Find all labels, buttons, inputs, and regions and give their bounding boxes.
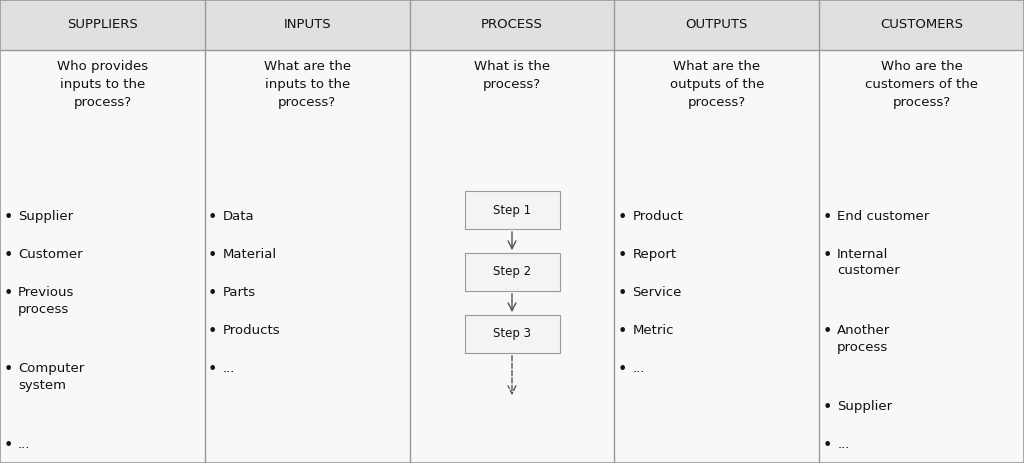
- Text: •: •: [3, 286, 12, 301]
- Text: •: •: [208, 210, 217, 225]
- Text: ...: ...: [223, 362, 236, 375]
- Text: What is the
process?: What is the process?: [474, 60, 550, 91]
- Text: Previous
process: Previous process: [18, 286, 75, 315]
- Bar: [0, 0, 1024, 50]
- Text: Data: Data: [223, 210, 254, 223]
- Text: •: •: [822, 438, 831, 453]
- Text: Parts: Parts: [223, 286, 256, 299]
- Bar: [465, 253, 559, 291]
- Text: •: •: [822, 324, 831, 339]
- Text: •: •: [3, 248, 12, 263]
- Text: OUTPUTS: OUTPUTS: [686, 19, 748, 31]
- Text: Supplier: Supplier: [18, 210, 73, 223]
- Text: Computer
system: Computer system: [18, 362, 84, 392]
- Text: CUSTOMERS: CUSTOMERS: [880, 19, 964, 31]
- Text: Report: Report: [633, 248, 677, 261]
- Text: Step 2: Step 2: [493, 265, 531, 279]
- Text: ...: ...: [633, 362, 645, 375]
- Text: •: •: [822, 400, 831, 415]
- Text: •: •: [208, 324, 217, 339]
- Text: INPUTS: INPUTS: [284, 19, 331, 31]
- Text: Product: Product: [633, 210, 683, 223]
- Text: ...: ...: [18, 438, 31, 451]
- Text: PROCESS: PROCESS: [481, 19, 543, 31]
- Text: •: •: [208, 248, 217, 263]
- Text: Step 1: Step 1: [493, 204, 531, 217]
- Text: •: •: [617, 286, 627, 301]
- Text: Service: Service: [633, 286, 682, 299]
- Text: •: •: [617, 324, 627, 339]
- Text: Who provides
inputs to the
process?: Who provides inputs to the process?: [57, 60, 147, 109]
- Text: Material: Material: [223, 248, 276, 261]
- Text: •: •: [617, 210, 627, 225]
- Text: Another
process: Another process: [838, 324, 891, 353]
- Text: What are the
outputs of the
process?: What are the outputs of the process?: [670, 60, 764, 109]
- Text: Customer: Customer: [18, 248, 83, 261]
- Text: End customer: End customer: [838, 210, 930, 223]
- Text: •: •: [3, 210, 12, 225]
- Text: •: •: [617, 362, 627, 377]
- Text: •: •: [3, 438, 12, 453]
- Text: •: •: [3, 362, 12, 377]
- Bar: [465, 315, 559, 353]
- Text: SUPPLIERS: SUPPLIERS: [67, 19, 138, 31]
- Text: ...: ...: [838, 438, 850, 451]
- Bar: [465, 191, 559, 229]
- Text: Internal
customer: Internal customer: [838, 248, 900, 277]
- Text: Metric: Metric: [633, 324, 674, 337]
- Text: •: •: [822, 248, 831, 263]
- Text: Step 3: Step 3: [493, 327, 531, 340]
- Text: •: •: [822, 210, 831, 225]
- Text: What are the
inputs to the
process?: What are the inputs to the process?: [263, 60, 351, 109]
- Text: Who are the
customers of the
process?: Who are the customers of the process?: [865, 60, 978, 109]
- Bar: [0, 50, 1024, 463]
- Text: •: •: [208, 362, 217, 377]
- Text: •: •: [208, 286, 217, 301]
- Text: •: •: [617, 248, 627, 263]
- Text: Products: Products: [223, 324, 281, 337]
- Text: Supplier: Supplier: [838, 400, 892, 413]
